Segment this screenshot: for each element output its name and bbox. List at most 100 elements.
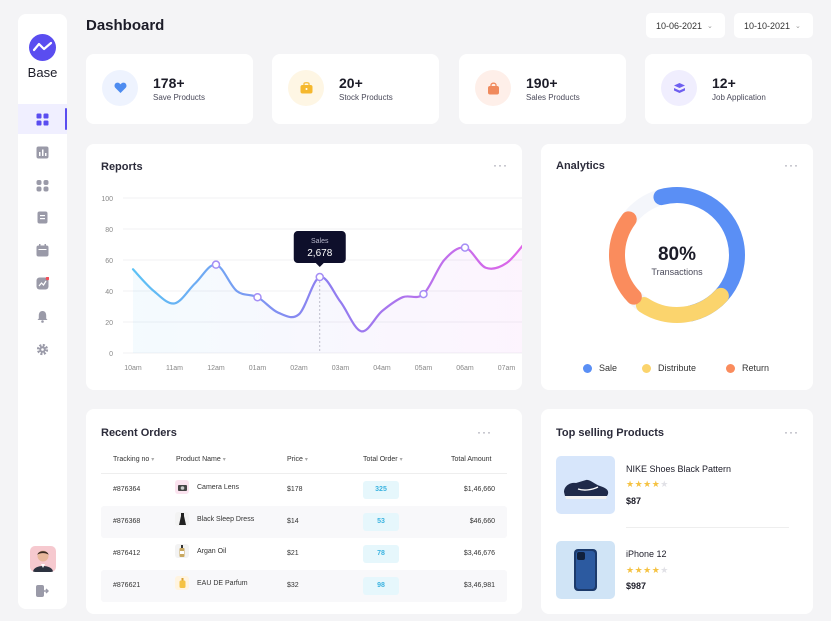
x-tick-label: 07am	[498, 365, 516, 372]
table-row[interactable]: #876621 EAU DE Parfum $32 98 $3,46,981	[101, 570, 507, 602]
x-tick-label: 04am	[373, 365, 391, 372]
stat-card-sales-products[interactable]: 190+ Sales Products	[459, 54, 626, 124]
calendar-icon	[36, 243, 49, 256]
total-order-badge: 98	[363, 577, 399, 595]
more-icon[interactable]: ···	[493, 158, 508, 172]
legend-swatch	[642, 363, 651, 373]
table-row[interactable]: #876368 Black Sleep Dress $14 53 $46,660	[101, 506, 507, 538]
column-header-total-order[interactable]: Total Order ▾	[363, 456, 403, 463]
product-name: Black Sleep Dress	[197, 515, 255, 523]
logo-icon	[29, 34, 56, 61]
nav-documents[interactable]	[18, 202, 67, 232]
product-name: Camera Lens	[197, 483, 240, 491]
stat-label: Sales Products	[526, 93, 580, 102]
nike-shoe-image[interactable]	[556, 456, 615, 514]
y-tick-label: 40	[105, 289, 113, 296]
analytics-title: Analytics	[556, 160, 605, 172]
total-amount: $46,660	[469, 518, 495, 525]
x-tick-label: 05am	[415, 365, 433, 372]
total-order-badge: 325	[363, 481, 399, 499]
gear-icon	[36, 343, 49, 355]
column-header-price[interactable]: Price ▾	[287, 456, 308, 463]
data-point	[211, 260, 221, 269]
legend-swatch	[726, 363, 735, 373]
product-name: Argan Oil	[197, 547, 227, 555]
total-amount: $1,46,660	[463, 486, 495, 493]
nav-analytics[interactable]	[18, 268, 67, 298]
donut-segment-return	[609, 211, 642, 305]
nav-settings[interactable]	[18, 334, 67, 364]
stat-card-save-products[interactable]: 178+ Save Products	[86, 54, 253, 124]
total-order-badge: 78	[363, 545, 399, 563]
analytics-card: Analytics ··· 80% Transactions	[541, 144, 813, 390]
product-name[interactable]: iPhone 12	[626, 549, 667, 559]
nav-calendar[interactable]	[18, 235, 67, 265]
logout-icon[interactable]	[35, 584, 49, 598]
nav-notifications[interactable]	[18, 301, 67, 331]
stat-value: 12+	[712, 75, 736, 91]
reports-card: Reports ··· 0 20 40 60 80 100 10am 11am 12am 01a…	[86, 144, 522, 390]
nav-products[interactable]	[18, 170, 67, 200]
tracking-no: #876621	[113, 582, 141, 589]
table-row[interactable]: #876364 Camera Lens $178 325 $1,46,660	[101, 474, 507, 506]
total-order-cell: 78	[363, 545, 399, 563]
product-name[interactable]: NIKE Shoes Black Pattern	[626, 464, 732, 474]
total-order-cell: 98	[363, 577, 399, 595]
product-price: $987	[626, 581, 647, 591]
x-tick-label: 06am	[456, 365, 474, 372]
sidebar: Base	[18, 14, 67, 609]
column-header-tracking[interactable]: Tracking no ▾	[113, 456, 155, 463]
avatar[interactable]	[30, 546, 56, 572]
y-tick-label: 80	[105, 227, 113, 234]
analytics-icon	[36, 276, 49, 289]
total-order-badge: 53	[363, 513, 399, 531]
more-icon[interactable]: ···	[784, 158, 799, 172]
product-cell: Argan Oil	[175, 544, 226, 558]
price: $178	[287, 486, 303, 493]
legend-sale: Sale	[583, 363, 617, 373]
x-tick-label: 10am	[124, 365, 142, 372]
stat-card-stock-products[interactable]: 20+ Stock Products	[272, 54, 439, 124]
y-tick-label: 20	[105, 320, 113, 327]
price: $21	[287, 550, 299, 557]
oil-bottle-icon	[175, 544, 189, 558]
start-date-select[interactable]: 10-06-2021 ⌄	[646, 13, 725, 38]
legend-label: Sale	[599, 363, 618, 373]
chevron-down-icon: ⌄	[707, 22, 713, 30]
product-cell: Camera Lens	[175, 480, 239, 494]
nav-reports[interactable]	[18, 137, 67, 167]
stat-value: 20+	[339, 75, 363, 91]
analytics-caption: Transactions	[651, 267, 703, 277]
perfume-icon	[175, 576, 189, 590]
price: $14	[287, 518, 299, 525]
data-point	[419, 289, 428, 299]
tooltip-value: 2,678	[307, 248, 332, 259]
more-icon[interactable]: ···	[784, 425, 799, 439]
start-date-value: 10-06-2021	[656, 20, 703, 31]
iphone-image[interactable]	[556, 541, 615, 599]
legend-return: Return	[726, 363, 769, 373]
product-name: EAU DE Parfum	[197, 579, 248, 587]
stat-card-job-application[interactable]: 12+ Job Application	[645, 54, 812, 124]
analytics-donut	[609, 187, 745, 323]
reports-line-chart: 0 20 40 60 80 100 10am 11am 12am 01am 02am 03am 04a…	[101, 196, 522, 372]
more-icon[interactable]: ···	[477, 425, 492, 439]
orders-title: Recent Orders	[101, 427, 177, 439]
shopping-bag-icon	[475, 70, 511, 106]
price: $32	[287, 582, 299, 589]
dashboard-icon	[36, 113, 49, 125]
table-row[interactable]: #876412 Argan Oil $21 78 $3,46,676	[101, 538, 507, 570]
analytics-percent: 80%	[657, 244, 697, 265]
column-header-product[interactable]: Product Name ▾	[176, 456, 226, 463]
legend-distribute: Distribute	[642, 363, 696, 373]
y-tick-label: 0	[109, 351, 113, 358]
product-price: $87	[626, 496, 642, 506]
end-date-select[interactable]: 10-10-2021 ⌄	[734, 13, 813, 38]
camera-lens-icon	[175, 480, 189, 494]
stat-label: Job Application	[712, 93, 766, 102]
stat-label: Stock Products	[339, 93, 393, 102]
top-selling-card: Top selling Products ··· NIKE Shoes Blac…	[541, 409, 813, 614]
y-tick-label: 60	[105, 258, 113, 265]
nav-dashboard[interactable]	[18, 104, 67, 134]
column-header-total-amount[interactable]: Total Amount	[451, 456, 492, 463]
